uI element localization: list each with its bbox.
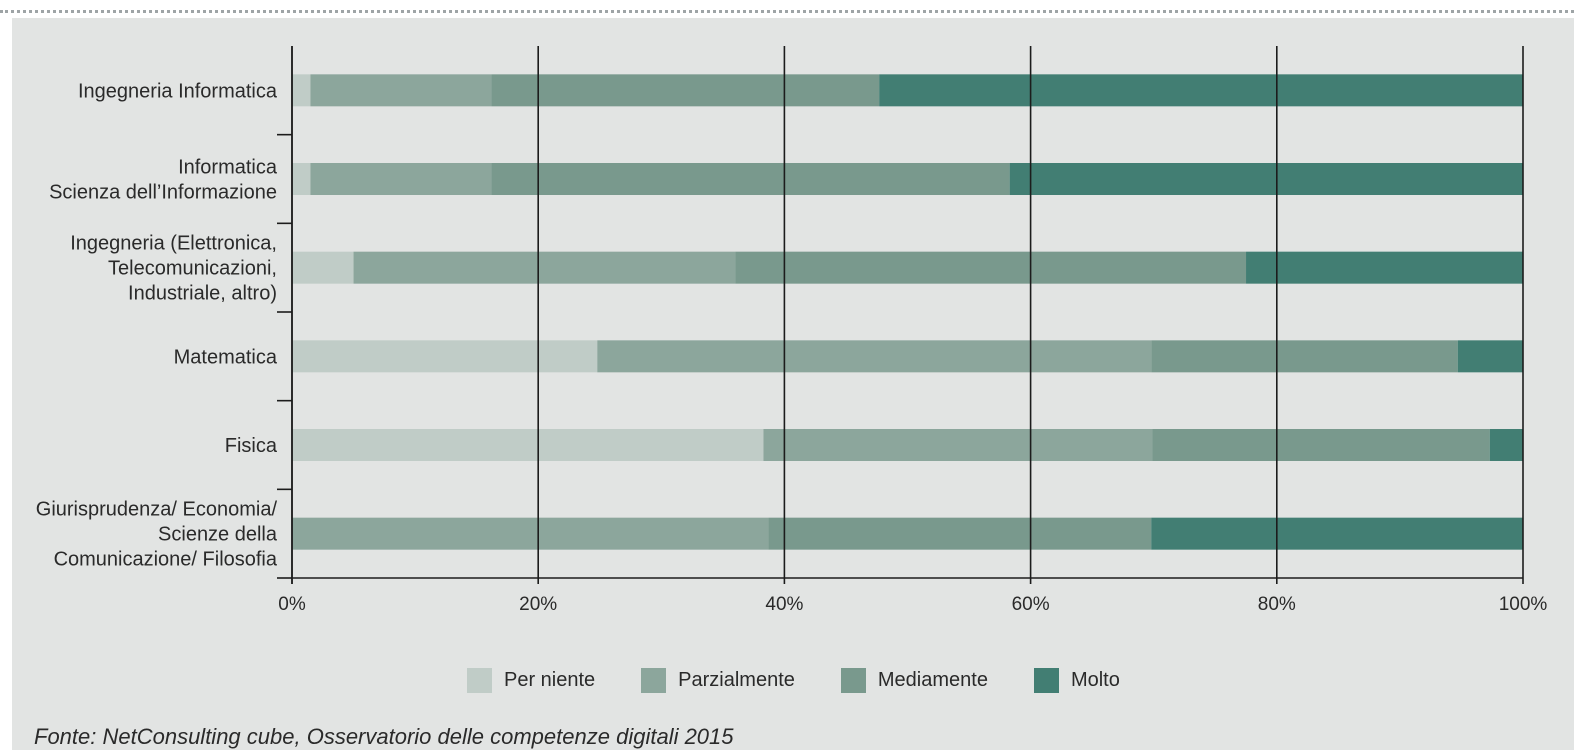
category-label: Ingegneria Informatica <box>78 80 278 102</box>
legend-swatch <box>840 667 866 693</box>
bar-segment <box>1151 340 1458 373</box>
bar-segment <box>1151 517 1523 550</box>
bar-segment <box>491 163 1010 195</box>
category-label: Ingegneria (Elettronica, Telecomunicazion… <box>70 233 277 305</box>
legend-item: Parzialmente <box>641 667 795 693</box>
bar-segment <box>879 74 1523 107</box>
category-label: Fisica <box>225 435 278 457</box>
x-tick-label: 60% <box>1012 594 1050 615</box>
bar-segment <box>597 340 1152 373</box>
bar-segment <box>292 251 354 284</box>
bar-segment <box>1009 163 1523 195</box>
bar-segment <box>292 74 311 107</box>
legend-swatch <box>641 667 667 693</box>
bar-segment <box>763 429 1153 461</box>
stacked-bar-chart: 0% 20% 40% 60% 80% 100% Ingegneria Informatica… <box>36 46 1548 615</box>
chart-panel: 0% 20% 40% 60% 80% 100% Ingegneria Informatica… <box>12 18 1574 750</box>
bar-segment <box>768 517 1152 550</box>
bar-segment <box>292 163 311 195</box>
legend-label: Molto <box>1070 668 1120 691</box>
category-label: Giurisprudenza/ Economia/Scienze della Co… <box>36 499 278 571</box>
bar-segment <box>310 74 492 107</box>
bar-segment <box>292 340 598 373</box>
bar-segment <box>292 429 764 461</box>
legend-item: Molto <box>1033 667 1120 693</box>
legend: Per niente Parzialmente Mediamente Molto <box>467 667 1166 693</box>
x-tick-label: 100% <box>1499 594 1548 615</box>
category-label: Matematica <box>174 346 278 368</box>
bar-segment <box>1489 429 1523 461</box>
legend-item: Per niente <box>467 667 596 693</box>
bar-segment <box>1457 340 1523 373</box>
bar-segment <box>1246 251 1523 284</box>
legend-label: Parzialmente <box>678 668 795 691</box>
legend-item: Mediamente <box>840 667 988 693</box>
x-tick-label: 20% <box>519 594 557 615</box>
bar-segment <box>735 251 1247 284</box>
legend-label: Per niente <box>504 668 596 691</box>
bar-segment <box>310 163 492 195</box>
bar-segment <box>353 251 736 284</box>
x-tick-label: 80% <box>1258 594 1296 615</box>
source-note: Fonte: NetConsulting cube, Osservatorio … <box>34 724 734 749</box>
legend-swatch <box>467 667 492 693</box>
bar-segment <box>491 74 880 107</box>
bar-segment <box>1152 429 1490 461</box>
x-tick-label: 0% <box>278 594 306 615</box>
bar-segment <box>292 517 769 550</box>
legend-swatch <box>1033 667 1059 693</box>
dotted-divider <box>0 10 1574 13</box>
category-label: Informatica Scienza dell’Informazione <box>49 157 278 204</box>
x-tick-label: 40% <box>765 594 803 615</box>
legend-label: Mediamente <box>877 668 988 691</box>
